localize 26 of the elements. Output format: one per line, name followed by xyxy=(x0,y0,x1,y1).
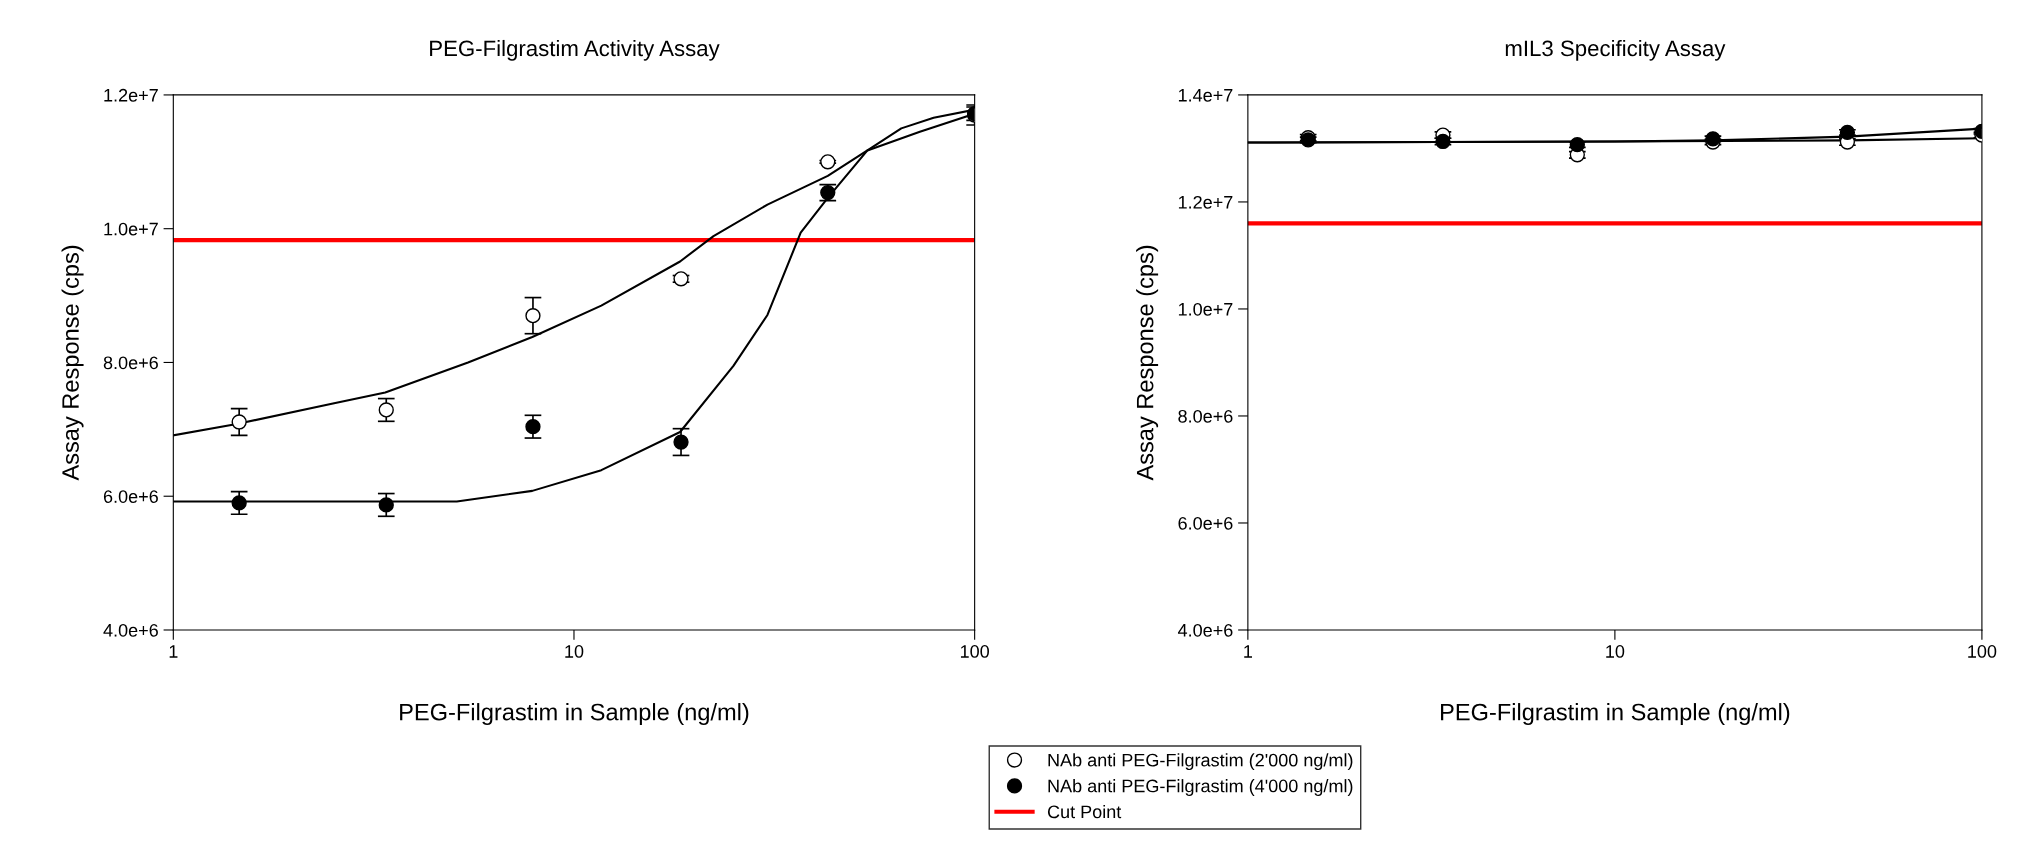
x-axis-title: PEG-Filgrastim in Sample (ng/ml) xyxy=(400,703,749,726)
y-tick-label: 8.0e+6 xyxy=(1178,409,1233,423)
y-tick-label: 1.0e+7 xyxy=(104,222,158,236)
y-tick-label: 1.2e+7 xyxy=(1178,195,1233,209)
y-axis-title: Assay Response (cps) xyxy=(61,245,84,481)
legend-label: NAb anti PEG-Filgrastim (4'000 ng/ml) xyxy=(1048,779,1353,796)
y-tick-label: 6.0e+6 xyxy=(1178,516,1233,530)
x-axis-title: PEG-Filgrastim in Sample (ng/ml) xyxy=(1441,703,1790,726)
legend-label: NAb anti PEG-Filgrastim (2'000 ng/ml) xyxy=(1048,753,1353,771)
y-tick-label: 4.0e+6 xyxy=(103,623,158,637)
chart-title: mIL3 Specificity Assay xyxy=(1505,39,1726,61)
chart-title: PEG-Filgrastim Activity Assay xyxy=(430,39,720,61)
x-tick-label: 10 xyxy=(1606,645,1625,658)
y-axis-title: Assay Response (cps) xyxy=(1136,245,1159,481)
x-tick-label: 100 xyxy=(1968,645,1997,658)
y-tick-label: 8.0e+6 xyxy=(103,356,158,370)
x-tick-label: 1 xyxy=(1244,645,1253,658)
y-tick-label: 4.0e+6 xyxy=(1177,623,1233,637)
x-tick-label: 100 xyxy=(960,645,989,658)
y-tick-label: 6.0e+6 xyxy=(103,490,158,503)
x-tick-label: 10 xyxy=(565,645,584,658)
y-tick-label: 1.2e+7 xyxy=(104,88,158,102)
legend-label: Cut Point xyxy=(1047,804,1122,819)
y-tick-label: 1.0e+7 xyxy=(1178,302,1233,316)
y-tick-label: 1.4e+7 xyxy=(1178,89,1233,102)
x-tick-label: 1 xyxy=(169,645,178,658)
